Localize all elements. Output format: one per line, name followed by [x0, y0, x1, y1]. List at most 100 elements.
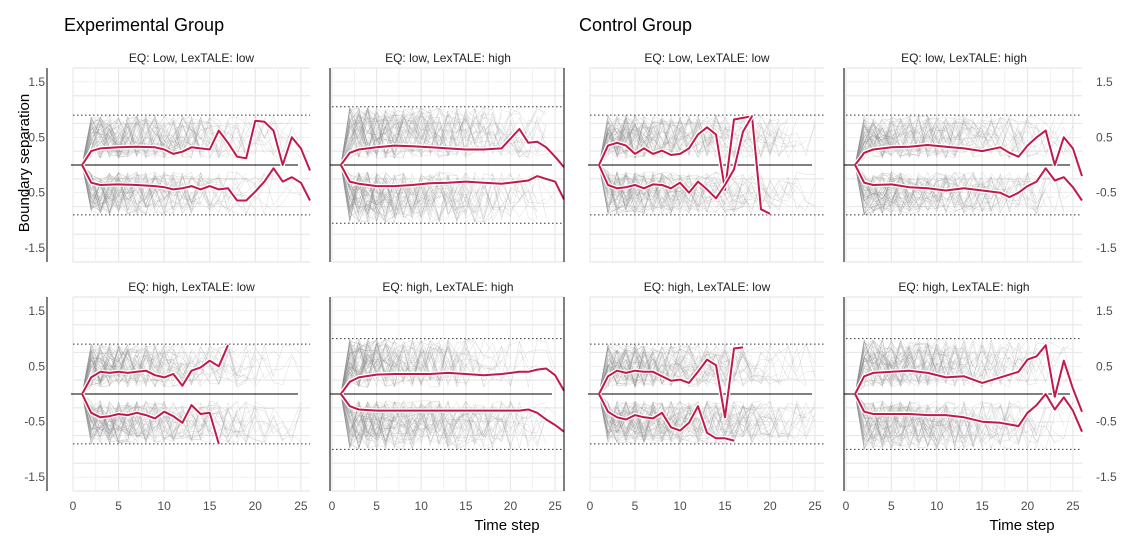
upper-mean-line-stroke: [340, 128, 565, 168]
trace-line: [340, 164, 538, 224]
trace-line: [81, 164, 201, 208]
trace-line: [854, 164, 1037, 215]
trace-line: [598, 393, 798, 444]
y-tick-label: -0.5: [1096, 186, 1117, 200]
trace-line: [81, 115, 192, 166]
trace-line: [340, 164, 502, 222]
trace-line: [340, 106, 547, 166]
trace-line: [598, 114, 780, 166]
trace-line: [340, 342, 511, 395]
trace-line: [598, 349, 735, 395]
trace-line: [81, 393, 138, 445]
trace-line: [81, 393, 247, 441]
trace-line: [81, 393, 256, 444]
trace-line: [340, 107, 466, 166]
trace-line: [81, 359, 128, 395]
trace-line: [854, 393, 983, 445]
trace-line: [598, 344, 744, 395]
trace-line: [340, 339, 502, 395]
trace-line: [340, 106, 529, 166]
trace-line: [598, 393, 771, 444]
trace-line: [340, 393, 556, 448]
trace-line: [340, 164, 431, 213]
trace-line: [340, 108, 547, 166]
trace-line: [340, 107, 395, 166]
trace-line: [854, 164, 992, 216]
trace-line: [854, 164, 892, 196]
trace-line: [598, 164, 636, 211]
trace-line: [81, 164, 174, 213]
trace-line: [340, 393, 529, 447]
trace-line: [854, 338, 1074, 395]
y-tick-label: 1.5: [28, 304, 45, 318]
trace-line: [340, 164, 440, 222]
lower-mean-line-stroke: [598, 393, 735, 442]
trace-line: [81, 357, 119, 395]
trace-line: [598, 351, 699, 395]
trace-line: [854, 118, 1056, 166]
trace-line: [81, 164, 302, 215]
trace-line: [598, 393, 753, 444]
trace-line: [854, 164, 938, 216]
trace-line: [854, 393, 938, 450]
trace-line: [854, 393, 974, 447]
trace-line: [81, 164, 229, 213]
trace-line: [598, 345, 708, 395]
trace-line: [598, 346, 780, 395]
upper-mean-line-stroke: [598, 115, 771, 215]
trace-line: [340, 338, 386, 395]
trace-line: [81, 164, 174, 211]
trace-line: [81, 343, 128, 395]
trace-line: [340, 339, 395, 395]
x-tick-label: 25: [1066, 499, 1080, 513]
trace-line: [598, 164, 753, 212]
trace-line: [340, 106, 484, 166]
x-tick-label: 25: [294, 499, 308, 513]
x-tick-label: 15: [459, 499, 473, 513]
trace-line: [340, 106, 422, 166]
lower-mean-line-stroke: [854, 164, 1083, 202]
upper-mean-line: [80, 344, 231, 396]
trace-line: [598, 393, 771, 443]
y-tick-label: -0.5: [1096, 415, 1117, 429]
trace-line: [81, 345, 137, 395]
trace-line: [81, 393, 128, 439]
trace-line: [854, 339, 974, 395]
facet-title: EQ: high, LexTALE: high: [382, 280, 513, 294]
trace-line: [340, 111, 484, 166]
trace-line: [598, 393, 780, 444]
trace-line: [598, 164, 744, 216]
trace-line: [340, 164, 377, 214]
trace-line: [854, 344, 1037, 395]
trace-line: [598, 164, 762, 215]
trace-line: [598, 164, 699, 214]
x-tick-label: 20: [504, 499, 518, 513]
trace-line: [854, 114, 1074, 166]
trace-line: [81, 116, 119, 166]
trace-line: [598, 344, 735, 395]
trace-line: [854, 116, 1019, 166]
facet-title: EQ: Low, LexTALE: low: [644, 51, 770, 65]
trace-line: [854, 338, 1010, 395]
trace-line: [854, 164, 910, 215]
lower-mean-line-stroke: [81, 164, 311, 202]
trace-line: [598, 115, 672, 166]
x-tick-label: 20: [249, 499, 263, 513]
x-tick-label: 20: [1021, 499, 1035, 513]
trace-line: [81, 164, 119, 208]
trace-line: [598, 115, 654, 166]
x-tick-label: 15: [203, 499, 217, 513]
x-tick-label: 0: [843, 499, 850, 513]
facet-panels: EQ: Low, LexTALE: low-1.5-0.50.51.5EQ: l…: [24, 51, 1117, 513]
trace-line: [81, 164, 210, 212]
trace-line: [81, 164, 174, 213]
trace-line: [81, 119, 201, 166]
trace-line: [854, 164, 1001, 212]
lower-mean-line: [80, 163, 312, 203]
trace-line: [340, 107, 458, 166]
trace-line: [81, 116, 201, 166]
trace-line: [340, 164, 404, 220]
trace-line: [340, 339, 476, 395]
x-axis-label-experimental: Time step: [474, 517, 539, 534]
trace-line: [854, 164, 947, 205]
